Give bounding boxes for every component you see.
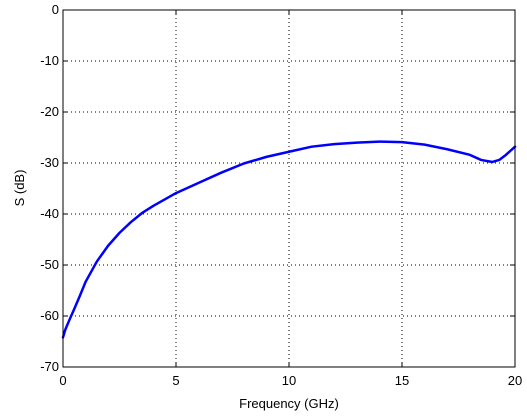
y-tick-label: -20 [40, 104, 59, 119]
y-tick-label: -10 [40, 53, 59, 68]
series-line [61, 140, 517, 339]
x-tick-label: 20 [508, 373, 522, 388]
x-tick-label: 5 [172, 373, 179, 388]
axis-ticks: 0 5 10 15 20 0 -10 -20 -30 -40 -50 -60 -70 [40, 2, 522, 388]
plot-area [63, 10, 515, 367]
y-tick-label: -70 [40, 359, 59, 374]
x-tick-label: 15 [395, 373, 409, 388]
y-tick-label: -60 [40, 308, 59, 323]
y-axis-label: S (dB) [12, 170, 27, 207]
grid [63, 10, 515, 367]
y-tick-label: -40 [40, 206, 59, 221]
series-layer [61, 140, 517, 339]
x-tick-label: 10 [282, 373, 296, 388]
x-axis-label: Frequency (GHz) [239, 396, 339, 411]
x-tick-label: 0 [59, 373, 66, 388]
y-tick-label: 0 [52, 2, 59, 17]
y-tick-label: -30 [40, 155, 59, 170]
y-tick-label: -50 [40, 257, 59, 272]
